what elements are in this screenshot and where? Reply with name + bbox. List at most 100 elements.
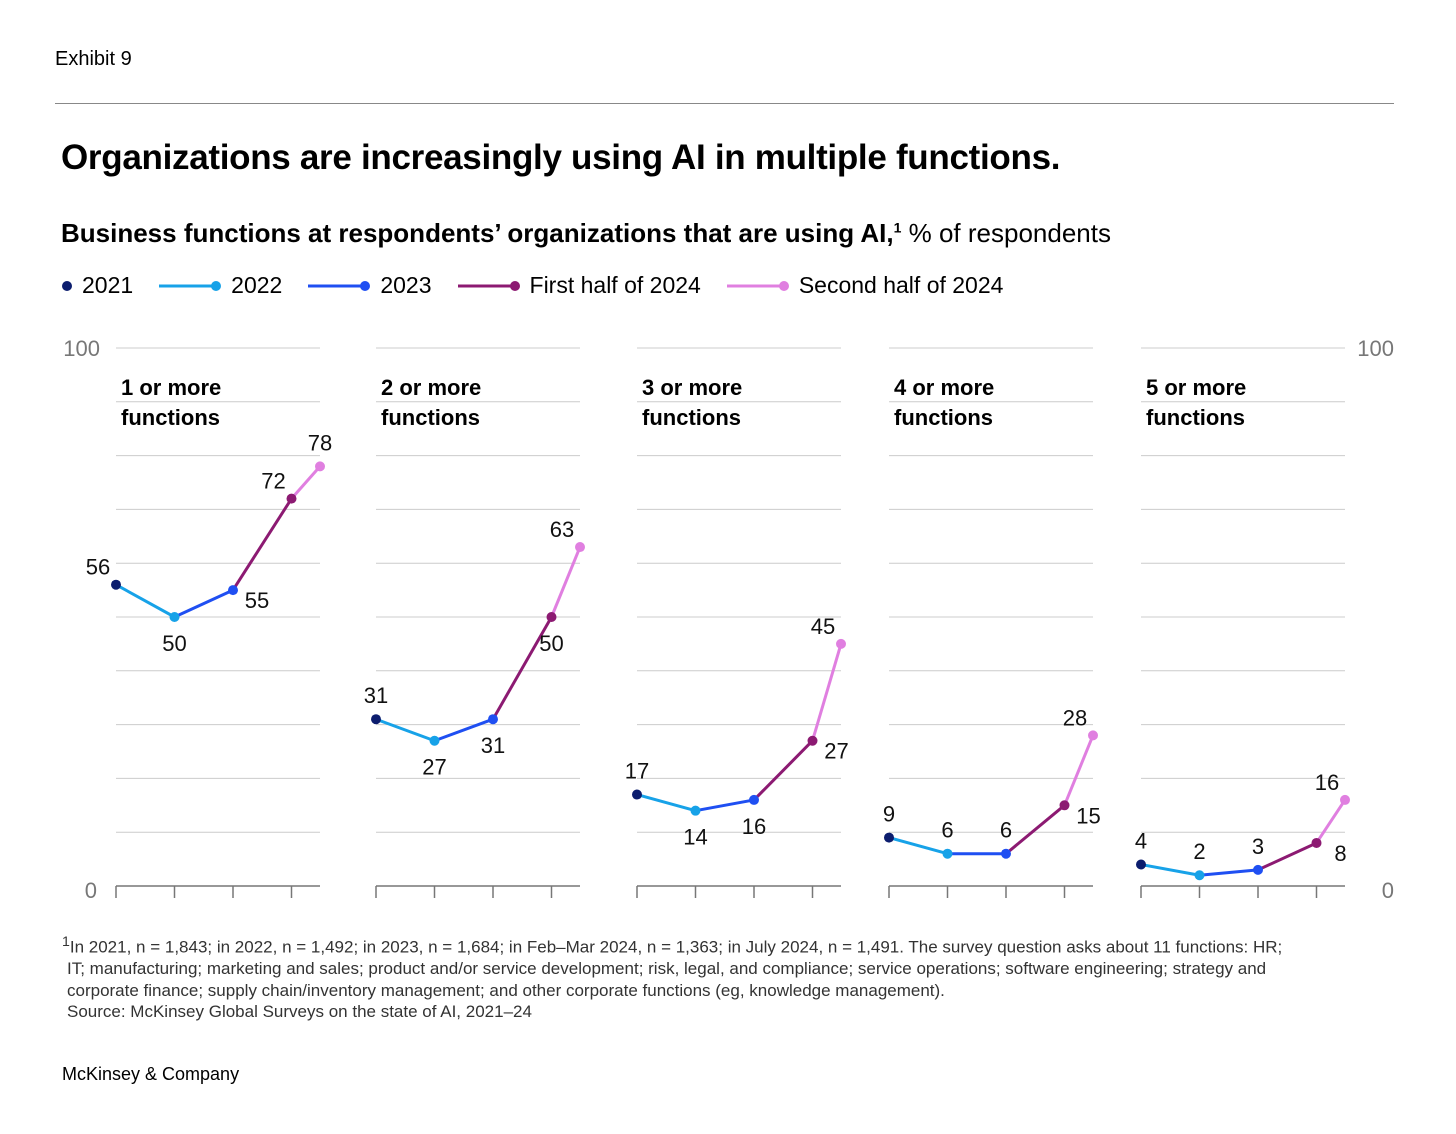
legend-label: 2021: [82, 272, 134, 298]
data-label: 63: [550, 517, 574, 542]
footnote-line: IT; manufacturing; marketing and sales; …: [67, 959, 1267, 979]
series-segment: [1140, 863, 1200, 877]
series-segment: [1257, 841, 1318, 872]
series-segment: [375, 717, 436, 743]
legend-item: 2021: [60, 272, 133, 299]
divider: [55, 103, 1394, 104]
panel-title: 5 or more: [1146, 375, 1246, 400]
data-label: 6: [941, 818, 953, 843]
data-label: 78: [308, 430, 332, 455]
series-segment: [1315, 799, 1347, 844]
data-label: 14: [683, 825, 707, 850]
series-segment: [695, 798, 755, 813]
data-point: [575, 542, 585, 553]
data-label: 27: [422, 755, 446, 780]
data-label: 4: [1135, 828, 1147, 853]
panel-title: 2 or more: [381, 375, 481, 400]
series-segment: [1199, 868, 1259, 877]
series-segment: [636, 793, 696, 813]
data-point: [1311, 837, 1322, 848]
legend-swatch-icon: [62, 280, 72, 291]
panel-title: 4 or more: [894, 375, 994, 400]
footnote-marker: 1: [893, 219, 902, 236]
panel-title: functions: [121, 405, 220, 430]
exhibit-label: Exhibit 9: [55, 48, 132, 70]
footnote-line: In 2021, n = 1,843; in 2022, n = 1,492; …: [69, 937, 1283, 957]
data-point: [111, 579, 121, 590]
legend-swatch-icon: [726, 280, 789, 291]
data-label: 28: [1063, 705, 1087, 730]
panel-title: 3 or more: [642, 375, 742, 400]
data-label: 31: [364, 683, 388, 708]
data-point: [1088, 730, 1098, 741]
data-label: 15: [1076, 803, 1100, 828]
data-point: [488, 714, 498, 725]
series-segment: [115, 583, 176, 619]
footnote-sup: 1: [62, 934, 70, 950]
data-label: 2: [1193, 839, 1205, 864]
data-point: [1059, 800, 1070, 811]
series-segment: [811, 643, 843, 742]
series-segment: [173, 588, 234, 619]
footnote-line: corporate finance; supply chain/inventor…: [67, 980, 945, 1000]
y-tick-label: 0: [85, 878, 97, 903]
legend-item: 2023: [308, 272, 432, 299]
line-chart: 100 0 100 0 1 or more functions 56 50 55 72 78 2 or…: [63, 336, 1394, 903]
panel-title: 1 or more: [121, 375, 221, 400]
series-segment: [433, 717, 494, 743]
data-point: [836, 638, 846, 649]
data-point: [286, 493, 297, 504]
subtitle-unit: % of respondents: [901, 218, 1111, 248]
legend-label: Second half of 2024: [798, 272, 1004, 298]
data-label: 55: [245, 588, 269, 613]
data-point: [1136, 859, 1146, 870]
chart-subtitle: Business functions at respondents’ organ…: [61, 218, 1111, 249]
panel-title: functions: [1146, 405, 1245, 430]
data-point: [1253, 864, 1263, 875]
series-segment: [231, 497, 293, 591]
panel-title: functions: [642, 405, 741, 430]
source-line: Source: McKinsey Global Surveys on the s…: [67, 1002, 532, 1022]
data-label: 45: [811, 614, 835, 639]
legend: 2021 2022 2023 First half of 2024 Second hal…: [60, 272, 1029, 299]
legend-label: 2022: [231, 272, 283, 298]
data-point: [1340, 794, 1350, 805]
panel-title: functions: [381, 405, 480, 430]
data-label: 17: [625, 759, 649, 784]
data-label: 16: [742, 814, 766, 839]
data-label: 31: [481, 733, 505, 758]
legend-item: 2022: [159, 272, 282, 299]
legend-swatch-icon: [159, 280, 222, 291]
data-label: 27: [824, 739, 848, 764]
data-point: [228, 585, 238, 596]
panel-title: functions: [894, 405, 993, 430]
data-point: [371, 714, 381, 725]
data-label: 8: [1334, 841, 1346, 866]
series-segment: [888, 836, 948, 856]
data-label: 9: [883, 802, 895, 827]
legend-swatch-icon: [457, 280, 520, 291]
chart-title: Organizations are increasingly using AI …: [61, 138, 1061, 177]
data-point: [749, 794, 759, 805]
data-label: 56: [86, 555, 110, 580]
legend-item: Second half of 2024: [726, 272, 1004, 299]
data-label: 16: [1315, 770, 1339, 795]
series-segment: [752, 739, 814, 801]
data-label: 50: [162, 631, 186, 656]
legend-swatch-icon: [308, 280, 371, 291]
data-point: [1001, 848, 1011, 859]
data-label: 72: [261, 469, 285, 494]
series-segment: [491, 616, 553, 720]
legend-label: First half of 2024: [529, 272, 701, 298]
data-point: [429, 735, 440, 746]
data-point: [632, 789, 642, 800]
data-point: [546, 612, 557, 622]
series-segment: [1005, 804, 1066, 855]
data-point: [315, 461, 325, 472]
series-segment: [550, 546, 582, 618]
series-segment: [290, 465, 322, 500]
legend-item: First half of 2024: [457, 272, 701, 299]
data-label: 3: [1252, 834, 1264, 859]
data-point: [1194, 870, 1205, 881]
